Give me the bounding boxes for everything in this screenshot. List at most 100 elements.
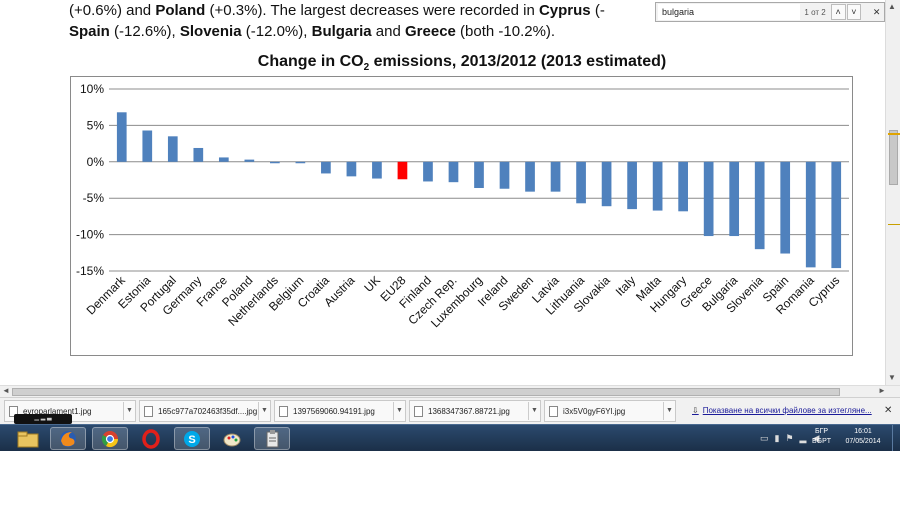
bar-czech-rep- xyxy=(448,161,459,183)
download-filename: 1368347367.88721.jpg xyxy=(428,406,510,416)
find-input[interactable] xyxy=(658,4,801,20)
find-close-button[interactable]: ✕ xyxy=(872,6,881,17)
scroll-down-icon[interactable]: ▼ xyxy=(888,373,896,382)
find-bar: 1 от 2 ˄ ˅ ✕ xyxy=(655,2,885,22)
show-all-downloads-label: Показване на всички файлове за изтегляне… xyxy=(702,406,872,415)
article-line-1: (+0.6%) and Poland (+0.3%). The largest … xyxy=(69,0,869,21)
bar-bulgaria xyxy=(729,161,740,237)
volume-icon[interactable]: ◀ xyxy=(812,433,820,443)
bar-spain xyxy=(780,161,791,254)
bar-france xyxy=(218,157,229,162)
vertical-scrollbar[interactable]: ▲ ▼ xyxy=(885,0,900,385)
find-prev-button[interactable]: ˄ xyxy=(830,4,846,20)
bar-cyprus xyxy=(831,161,842,269)
file-icon xyxy=(144,405,153,417)
article-bold-text: Bulgaria xyxy=(311,23,372,40)
article-text: (+0.6%) and xyxy=(69,2,156,19)
chevron-down-icon[interactable]: ▼ xyxy=(258,402,270,420)
horizontal-scrollbar[interactable]: ◄ ► xyxy=(0,385,900,397)
bar-eu28 xyxy=(397,161,408,180)
clock-time: 16:01 xyxy=(854,428,872,435)
chevron-down-icon[interactable]: ▼ xyxy=(663,402,675,420)
article-text: (- xyxy=(590,2,605,19)
svg-text:S: S xyxy=(188,434,195,446)
chrome-icon[interactable] xyxy=(92,427,128,450)
bar-austria xyxy=(346,161,357,177)
download-item[interactable]: i3x5V0gyF6Yl.jpg ▼ xyxy=(544,400,676,422)
chart-title: Change in CO2 emissions, 2013/2012 (2013… xyxy=(257,53,667,74)
y-tick-label: 0% xyxy=(87,155,105,169)
bar-luxembourg xyxy=(474,161,484,189)
file-icon xyxy=(9,405,18,417)
article-text: (-12.0%), xyxy=(241,23,312,40)
bar-slovenia xyxy=(754,161,765,250)
signal-icon[interactable]: ▂ xyxy=(799,433,807,443)
article-bold-text: Cyprus xyxy=(538,2,591,19)
bar-uk xyxy=(372,161,382,179)
article-bold-text: Poland xyxy=(155,2,206,19)
taskbar: S ▭ ▮ ⚑ ▂ ◀ БГР BGPT 16:01 07/05/2014 xyxy=(0,424,900,451)
bar-italy xyxy=(627,161,637,210)
download-arrow-icon: ⇩ xyxy=(692,406,699,415)
download-item[interactable]: 1368347367.88721.jpg ▼ xyxy=(409,400,541,422)
language-indicator[interactable]: БГР BGPT xyxy=(812,427,831,447)
scroll-right-icon[interactable]: ► xyxy=(878,386,886,395)
chevron-down-icon[interactable]: ▼ xyxy=(393,402,405,420)
clipboard-app-icon[interactable] xyxy=(254,427,290,450)
download-filename: 165c977a702463f35df....jpg xyxy=(158,406,258,416)
file-icon xyxy=(279,405,288,417)
language-code: БГР xyxy=(815,428,829,435)
scroll-up-icon[interactable]: ▲ xyxy=(888,2,896,11)
battery-icon[interactable]: ▮ xyxy=(774,433,780,443)
horizontal-scroll-thumb[interactable] xyxy=(12,388,840,396)
bar-belgium xyxy=(295,161,306,164)
download-item[interactable]: 1397569060.94191.jpg ▼ xyxy=(274,400,406,422)
y-tick-label: 10% xyxy=(80,82,104,96)
bar-lithuania xyxy=(576,161,586,204)
co2-bar-chart: 10%5%0%-5%-10%-15%DenmarkEstoniaPortugal… xyxy=(76,82,849,330)
download-filename: evroparlament1.jpg xyxy=(23,406,92,416)
keyboard-icon[interactable]: ▭ xyxy=(760,433,769,443)
find-highlight-marker xyxy=(888,224,900,225)
article-line-2: Spain (-12.6%), Slovenia (-12.0%), Bulga… xyxy=(69,21,869,42)
clock[interactable]: 16:01 07/05/2014 xyxy=(838,427,888,447)
show-desktop-button[interactable] xyxy=(892,425,900,451)
article-paragraph: (+0.6%) and Poland (+0.3%). The largest … xyxy=(69,0,869,42)
bar-hungary xyxy=(678,161,688,212)
bar-finland xyxy=(423,161,433,182)
download-filename: i3x5V0gyF6Yl.jpg xyxy=(563,406,626,416)
bar-greece xyxy=(703,161,714,237)
y-tick-label: -10% xyxy=(76,228,104,242)
download-filename: 1397569060.94191.jpg xyxy=(293,406,375,416)
article-text: (-12.6%), xyxy=(109,23,180,40)
download-item[interactable]: 165c977a702463f35df....jpg ▼ xyxy=(139,400,271,422)
firefox-icon[interactable] xyxy=(50,427,86,450)
find-next-button[interactable]: ˅ xyxy=(846,4,862,20)
y-tick-label: -15% xyxy=(76,264,104,278)
bar-latvia xyxy=(550,161,561,192)
clock-date: 07/05/2014 xyxy=(845,438,881,445)
chevron-down-icon[interactable]: ▼ xyxy=(123,402,135,420)
article-bold-text: Spain xyxy=(69,23,110,40)
keyboard-layout: BGPT xyxy=(812,438,832,445)
chevron-down-icon[interactable]: ▼ xyxy=(528,402,540,420)
bar-netherlands xyxy=(270,161,280,164)
taskbar-thumbnail-tooltip: ▁ ▂ ▃ xyxy=(14,414,72,424)
file-explorer-icon[interactable] xyxy=(10,427,46,450)
show-all-downloads-link[interactable]: ⇩ Показване на всички файлове за изтегля… xyxy=(692,406,872,415)
y-tick-label: 5% xyxy=(87,118,105,132)
downloads-bar: evroparlament1.jpg ▼ 165c977a702463f35df… xyxy=(0,397,900,424)
article-text: (both -10.2%). xyxy=(455,23,556,40)
file-icon xyxy=(549,405,558,417)
bar-malta xyxy=(652,161,663,211)
flag-icon[interactable]: ⚑ xyxy=(785,433,794,443)
bar-portugal xyxy=(167,136,178,162)
skype-icon[interactable]: S xyxy=(174,427,210,450)
opera-icon[interactable] xyxy=(133,427,169,450)
vertical-scroll-thumb[interactable] xyxy=(889,130,898,185)
scroll-left-icon[interactable]: ◄ xyxy=(2,386,10,395)
paint-icon[interactable] xyxy=(214,427,250,450)
article-bold-text: Greece xyxy=(405,23,456,40)
downloads-close-button[interactable]: ✕ xyxy=(884,405,893,416)
bar-denmark xyxy=(116,112,127,162)
